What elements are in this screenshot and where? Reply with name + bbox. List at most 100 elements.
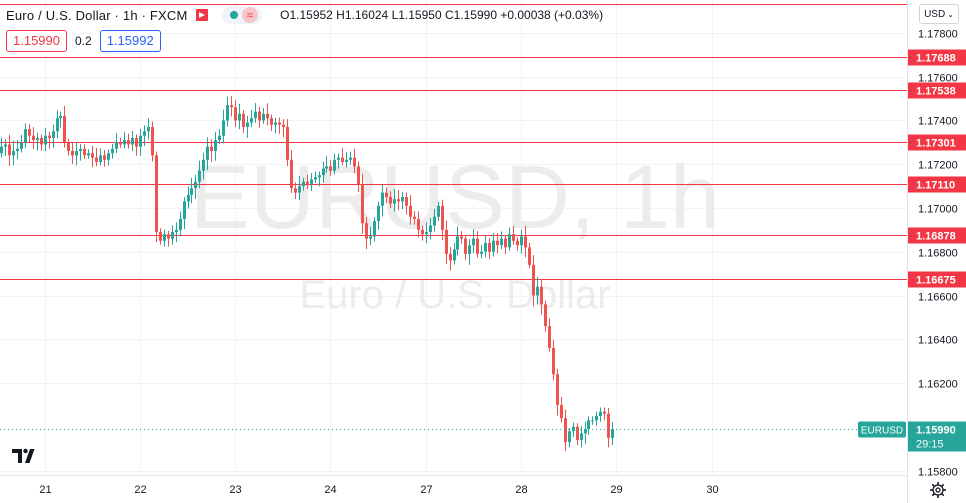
candle-body [464,238,467,254]
candle [456,226,459,256]
time-tick-label: 30 [706,484,718,496]
candle [468,239,471,265]
candle [524,225,527,258]
candle-body [266,113,269,119]
sell-button[interactable]: 1.15990 [6,30,67,52]
price-tick-label: 1.17000 [918,204,958,216]
candle [179,211,182,237]
ohlc-values: O1.15952 H1.16024 L1.15950 C1.15990 +0.0… [280,8,604,22]
candle [83,144,86,159]
candle [167,230,170,247]
price-tick-label: 1.16600 [918,292,958,304]
price-tick-label: 1.16800 [918,248,958,260]
candle [357,161,360,192]
candle [520,229,523,254]
gear-icon[interactable] [929,481,947,499]
chevron-down-icon: ⌄ [947,9,954,19]
candle [99,148,102,166]
price-axis[interactable]: 1.17800 1.17600 1.17400 1.17200 1.17000 1.168… [918,29,958,479]
candle [250,109,253,128]
candle-body [286,126,289,160]
candle-body [512,234,515,241]
candle [175,222,178,243]
candle-body [44,135,47,145]
candle-body [532,264,535,296]
candle-body [373,221,376,237]
candle [282,119,285,138]
candle [28,124,31,143]
candle [234,100,237,128]
candle [123,132,126,149]
candle-body [381,192,384,206]
candle-body [278,122,281,125]
symbol-tag: EURUSD [861,426,903,437]
time-tick-label: 23 [229,484,241,496]
candle-body [151,126,154,156]
candle-body [472,238,475,246]
candle [56,110,59,139]
candle-body [607,413,610,438]
candle-body [302,181,305,187]
candle-body [318,175,321,178]
candle-body [369,236,372,239]
candle-body [349,157,352,160]
watermark-symbol: EURUSD, 1h [190,148,720,248]
wave-icon[interactable]: ≈ [241,7,259,23]
candle [409,195,412,225]
currency-dropdown[interactable]: USD ⌄ [919,4,959,24]
candle-body [314,177,317,180]
time-axis[interactable]: 202122232427282930 [0,484,719,496]
candle-body [8,144,11,156]
candle-body [345,159,348,162]
candle-body [508,234,511,248]
candle [75,142,78,166]
candle [202,152,205,180]
candle [425,222,428,244]
candle [480,244,483,259]
candle [544,300,547,332]
candle [532,255,535,307]
candle-body [91,153,94,158]
candle [453,242,456,265]
candle-body [544,304,547,327]
candle [310,173,313,192]
candle-body [433,216,436,226]
spread-value: 0.2 [75,34,92,48]
candle-body [274,122,277,125]
status-pill[interactable]: ≈ [221,6,263,24]
candle [16,139,19,160]
candle-body [163,234,166,241]
candle-body [175,229,178,233]
candle-body [480,251,483,254]
candle-body [298,186,301,193]
candle [611,422,614,446]
candle [603,407,606,421]
candle [504,235,507,255]
candle [302,177,305,191]
trade-panel: 1.15990 0.2 1.15992 [6,30,161,52]
currency-label: USD [924,8,946,20]
candle [32,127,35,150]
candle-body [449,253,452,261]
candle [103,149,106,167]
candle-body [290,159,293,189]
candle [266,103,269,126]
candle-body [294,188,297,193]
candle-body [87,153,90,156]
candle-body [599,411,602,416]
candle-body [429,225,432,233]
flag-icon[interactable] [195,9,208,21]
candle [294,182,297,200]
buy-button[interactable]: 1.15992 [99,30,161,52]
candle-body [516,240,519,246]
candle [552,339,555,381]
candle-body [115,142,118,149]
candle-body [135,137,138,147]
candle-body [20,142,23,149]
symbol-title[interactable]: Euro / U.S. Dollar · 1h · FXCM [6,7,188,23]
candle-body [183,201,186,219]
candle [262,108,265,124]
tradingview-logo-icon[interactable] [10,446,36,466]
candle-body [591,420,594,422]
